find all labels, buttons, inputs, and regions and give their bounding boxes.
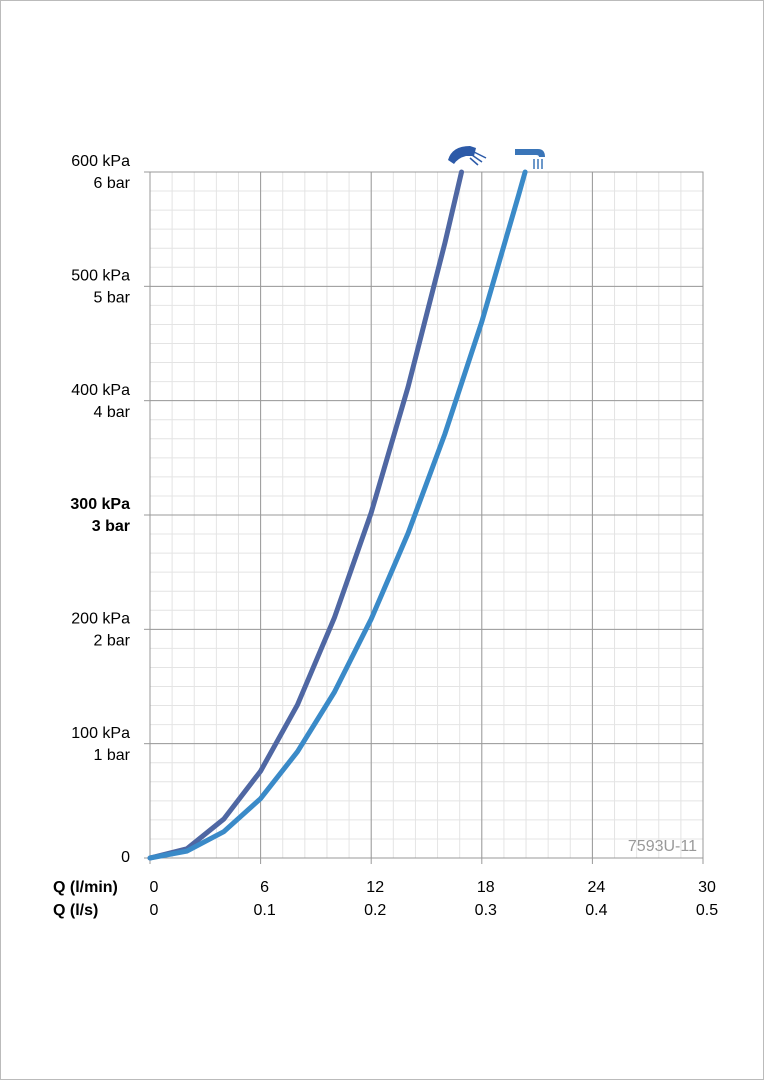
y-tick-label: 400 kPa	[71, 382, 130, 399]
x2-tick-label: 0.2	[364, 902, 386, 919]
x2-tick-label: 0	[150, 902, 159, 919]
y-tick-sublabel: 3 bar	[92, 518, 130, 535]
curve	[147, 169, 528, 861]
y-tick-label: 100 kPa	[71, 725, 130, 742]
shower-icon	[448, 146, 487, 166]
plot-frame	[149, 171, 704, 859]
y-tick-label: 500 kPa	[71, 268, 130, 285]
y-tick-label: 0	[121, 849, 130, 866]
y-tick-sublabel: 6 bar	[94, 175, 131, 192]
x2-axis-label: Q (l/s)	[53, 902, 98, 919]
x-axis-label: Q (l/min)	[53, 879, 118, 896]
y-tick-sublabel: 4 bar	[94, 404, 131, 421]
x-tick-label: 30	[698, 879, 716, 896]
spout-icon	[515, 149, 545, 169]
curve	[147, 169, 465, 861]
x-tick-label: 18	[477, 879, 495, 896]
y-tick-label: 300 kPa	[70, 496, 130, 513]
y-tick-sublabel: 1 bar	[94, 747, 131, 764]
y-tick-sublabel: 5 bar	[94, 290, 131, 307]
x-tick-label: 0	[150, 879, 159, 896]
y-tick-sublabel: 2 bar	[94, 633, 131, 650]
x-tick-label: 12	[366, 879, 384, 896]
watermark: 7593U-11	[628, 838, 697, 855]
x2-tick-label: 0.3	[475, 902, 497, 919]
x-tick-label: 6	[260, 879, 269, 896]
x2-tick-label: 0.4	[585, 902, 607, 919]
x2-tick-label: 0.5	[696, 902, 718, 919]
x2-tick-label: 0.1	[253, 902, 275, 919]
y-tick-label: 600 kPa	[71, 153, 130, 170]
x-tick-label: 24	[588, 879, 606, 896]
y-tick-label: 200 kPa	[71, 611, 130, 628]
